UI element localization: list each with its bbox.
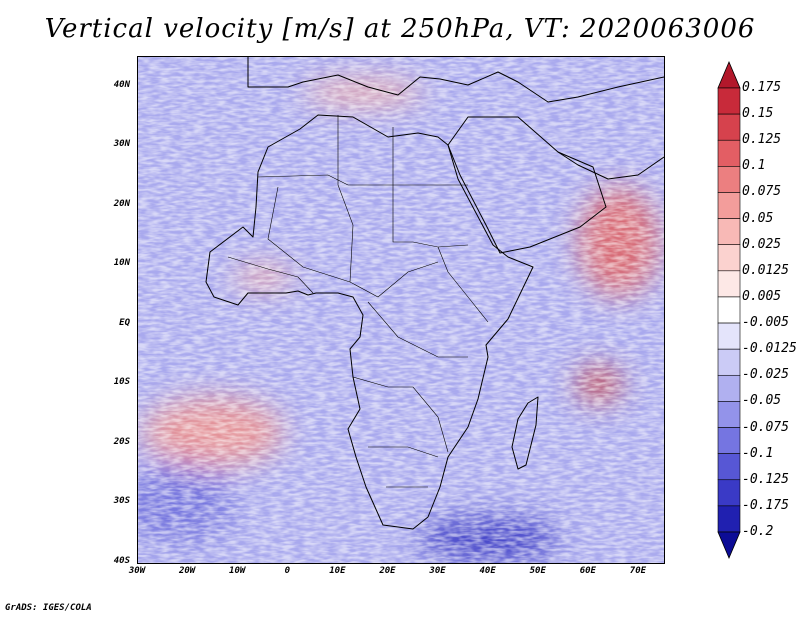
map-panel: [137, 56, 665, 564]
lon-label: 10E: [329, 566, 346, 576]
colorbar-tick-label: 0.1: [742, 158, 766, 174]
colorbar-swatch: [717, 427, 741, 454]
arabia-coastline: [447, 116, 607, 254]
colorbar-swatch: [717, 374, 741, 402]
lat-label: 40S: [113, 556, 130, 566]
colorbar-swatch: [717, 322, 741, 350]
lon-label: 40E: [479, 566, 496, 576]
lon-label: 20E: [379, 566, 396, 576]
lat-label: 10N: [113, 258, 130, 269]
colorbar-swatch: [717, 87, 741, 115]
colorbar: [717, 60, 741, 560]
colorbar-swatch: [717, 192, 741, 219]
colorbar-tick-label: -0.2: [742, 524, 774, 539]
lon-label: 30E: [429, 566, 446, 576]
lon-label: 60E: [579, 566, 596, 576]
africa-coastline: [205, 114, 534, 530]
software-credit: GrADS: IGES/COLA: [5, 603, 92, 613]
colorbar-swatch: [717, 348, 741, 376]
lat-label: 20N: [113, 198, 130, 209]
colorbar-swatch: [717, 296, 741, 324]
colorbar-max-arrow: [717, 60, 741, 89]
colorbar-tick-label: 0.175: [742, 80, 782, 95]
colorbar-swatch: [717, 166, 741, 193]
noise-texture: [138, 57, 664, 563]
arabian-gulf-line: [557, 151, 664, 180]
colorbar-swatch: [717, 139, 741, 167]
colorbar-swatch: [717, 218, 741, 246]
lon-label: 0: [284, 566, 290, 576]
colorbar-tick-label: 0.15: [742, 106, 774, 122]
colorbar-tick-label: -0.0125: [742, 341, 797, 357]
lon-label: 30W: [128, 566, 146, 576]
colorbar-tick-label: 0.005: [742, 288, 782, 304]
colorbar-swatch: [717, 270, 741, 298]
colorbar-tick-label: -0.075: [742, 419, 789, 435]
colorbar-tick-label: 0.025: [742, 236, 782, 252]
colorbar-tick-label: -0.175: [742, 497, 789, 513]
lat-label: 40N: [113, 79, 130, 90]
colorbar-tick-label: -0.1: [742, 445, 774, 461]
colorbar-min-arrow: [717, 531, 741, 560]
colorbar-tick-label: -0.05: [742, 393, 782, 409]
lat-label: 30N: [113, 139, 130, 150]
colorbar-swatch: [717, 453, 741, 481]
lat-label: 10S: [113, 377, 130, 388]
lat-label: 30S: [113, 496, 130, 507]
colorbar-swatch: [717, 479, 741, 507]
europe-coastline: [247, 57, 664, 103]
colorbar-tick-label: 0.05: [742, 210, 774, 226]
madagascar-coastline: [511, 396, 539, 470]
country-borders: [227, 115, 489, 488]
coastlines: [205, 57, 664, 530]
lon-label: 70E: [629, 566, 647, 576]
colorbar-tick-label: 0.075: [742, 184, 782, 200]
colorbar-tick-label: 0.0125: [742, 262, 789, 278]
colorbar-tick-label: -0.025: [742, 367, 789, 383]
colorbar-tick-label: 0.125: [742, 132, 782, 148]
colorbar-swatch: [717, 244, 741, 272]
lat-label: 20S: [113, 436, 130, 447]
colorbar-swatch: [717, 401, 741, 428]
colorbar-swatch: [717, 505, 741, 533]
chart-title: Vertical velocity [m/s] at 250hPa, VT: 2…: [44, 14, 756, 44]
colorbar-tick-label: -0.005: [742, 315, 789, 331]
lon-label: 50E: [529, 566, 546, 576]
lat-label: EQ: [119, 317, 130, 328]
colorbar-swatch: [717, 113, 741, 141]
velocity-field-map: [138, 57, 664, 563]
lon-label: 10W: [229, 566, 246, 576]
lon-label: 20W: [178, 566, 196, 576]
colorbar-tick-label: -0.125: [742, 471, 789, 487]
